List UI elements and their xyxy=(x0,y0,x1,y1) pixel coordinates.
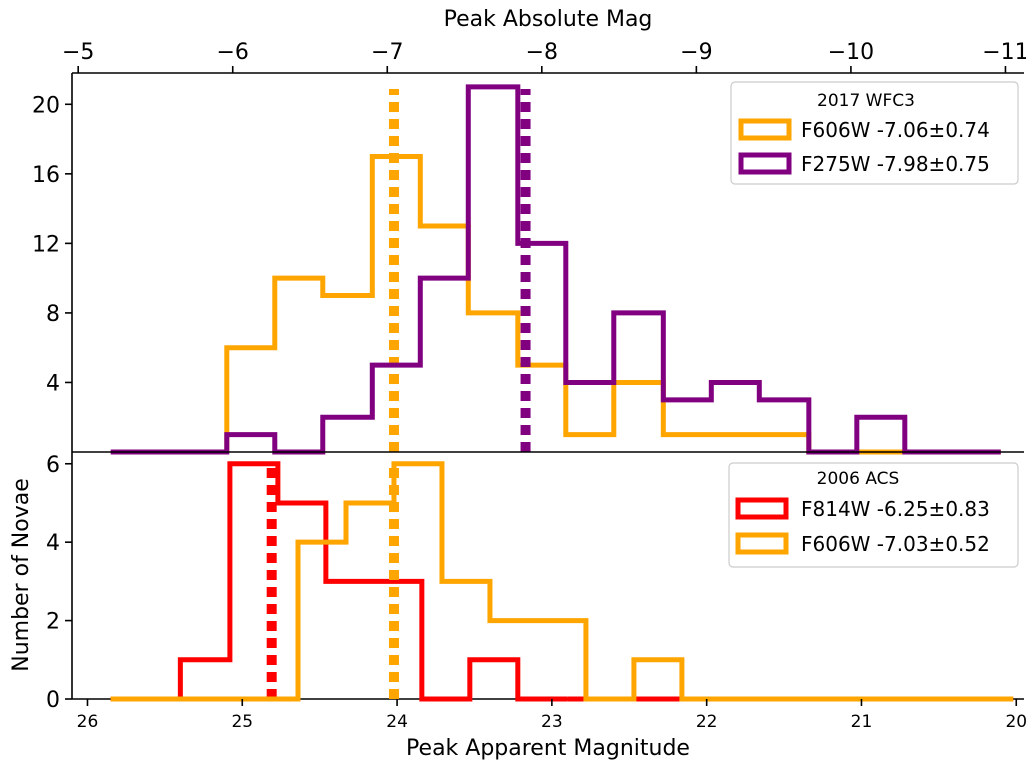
top-ytick-label: 4 xyxy=(46,371,60,396)
bottom-xtick-label: 22 xyxy=(696,712,718,732)
bottom-histogram-f606w xyxy=(110,461,1014,702)
top-xtick-label: −10 xyxy=(828,40,874,65)
bottom-xtick-label: 25 xyxy=(231,712,253,732)
bottom-xtick-label: 24 xyxy=(386,712,408,732)
top-panel: 4 8 12 16 20 −5 −6 −7 −8 −9 −10 −11 Peak Absolute … xyxy=(32,7,1026,455)
bottom-ytick-label: 6 xyxy=(46,453,60,478)
top-ytick-label: 12 xyxy=(32,232,60,257)
bottom-legend-swatch-f606w xyxy=(735,532,789,555)
bottom-xtick-label: 23 xyxy=(541,712,563,732)
bottom-legend: 2006 ACS F814W -6.25±0.83 F606W -7.03±0.… xyxy=(728,462,1019,568)
bottom-histogram-f814w xyxy=(110,461,568,702)
bottom-legend-label-f814w: F814W -6.25±0.83 xyxy=(801,497,990,521)
top-legend-title: 2017 WFC3 xyxy=(817,91,915,111)
x-axis-title: Peak Apparent Magnitude xyxy=(406,736,690,761)
bottom-legend-swatch-f814w xyxy=(735,497,789,520)
bottom-xtick-label: 20 xyxy=(1005,712,1026,732)
top-xtick-label: −9 xyxy=(680,40,712,65)
top-histogram-f606w xyxy=(224,153,1001,455)
bottom-ytick-label: 2 xyxy=(46,610,60,635)
top-legend: 2017 WFC3 F606W -7.06±0.74 F275W -7.98±0… xyxy=(730,81,1019,185)
top-legend-label-f606w: F606W -7.06±0.74 xyxy=(801,118,990,142)
top-ytick-label: 16 xyxy=(32,163,60,188)
bottom-xtick-label: 21 xyxy=(851,712,873,732)
top-legend-swatch-f606w xyxy=(738,118,792,141)
bottom-xtick-label: 26 xyxy=(77,712,99,732)
top-xtick-label: −6 xyxy=(217,40,249,65)
bottom-ytick-label: 0 xyxy=(46,688,60,713)
top-xtick-label: −7 xyxy=(371,40,403,65)
top-ytick-label: 8 xyxy=(46,302,60,327)
top-xtick-label: −8 xyxy=(526,40,558,65)
top-xtick-label: −5 xyxy=(62,40,94,65)
top-xtick-label: −11 xyxy=(982,40,1026,65)
top-legend-swatch-f275w xyxy=(738,152,792,175)
top-legend-frame xyxy=(730,81,1019,185)
bottom-ytick-label: 4 xyxy=(46,531,60,556)
top-axis-title: Peak Absolute Mag xyxy=(444,7,653,32)
y-axis-title: Number of Novae xyxy=(9,478,34,672)
bottom-legend-label-f606w: F606W -7.03±0.52 xyxy=(801,532,990,556)
top-ytick-label: 20 xyxy=(32,93,60,118)
top-legend-label-f275w: F275W -7.98±0.75 xyxy=(801,152,990,176)
bottom-legend-frame xyxy=(728,462,1019,568)
bottom-legend-title: 2006 ACS xyxy=(817,469,900,489)
